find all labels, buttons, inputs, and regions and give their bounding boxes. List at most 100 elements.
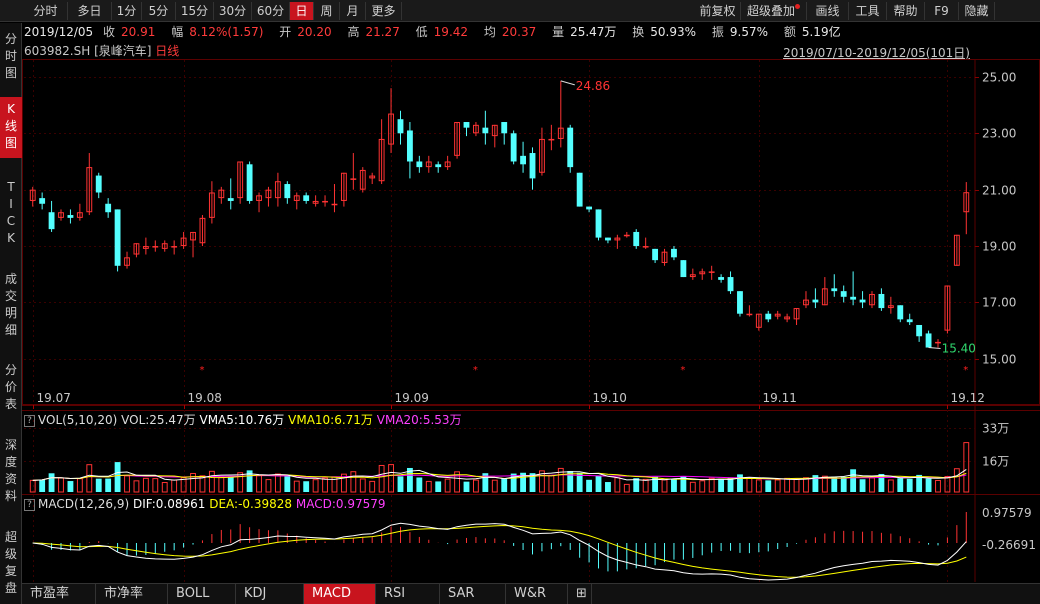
candle-body (642, 246, 649, 248)
tool-btn-3[interactable]: 工具 (849, 2, 887, 20)
tool-btn-1[interactable]: 超级叠加 (741, 2, 807, 20)
view-tab-3[interactable]: 成交明细 (4, 272, 17, 337)
vol-tick-label: 16万 (982, 455, 1009, 469)
tool-btn-0[interactable]: 前复权 (695, 2, 741, 20)
x-tick-label: 19.07 (37, 391, 71, 405)
candle-body (680, 260, 687, 278)
volume-bar (152, 478, 159, 493)
candle-body (633, 231, 640, 247)
period-btn-8[interactable]: 周 (314, 2, 340, 20)
volume-bar (567, 471, 574, 492)
vol-tick-label: 33万 (982, 422, 1009, 436)
indicator-tab-7[interactable]: W&R (506, 584, 568, 604)
stock-name: [泉峰汽车] (94, 44, 152, 58)
volume-bar (340, 473, 347, 493)
candle-body (425, 161, 432, 168)
candle-body (237, 161, 244, 199)
candle-body (944, 285, 951, 331)
volume-bar (963, 442, 970, 493)
low-label: 低 (415, 25, 428, 39)
view-tab-5[interactable]: 深度资料 (4, 438, 17, 503)
y-tick-label: 15.00 (982, 353, 1016, 367)
tool-btn-label: 隐藏 (964, 4, 989, 18)
macd-tick-label: 0.97579 (982, 506, 1032, 520)
volume-bar (633, 478, 640, 492)
period-btn-9[interactable]: 月 (340, 2, 366, 20)
help-icon[interactable]: ? (24, 414, 35, 427)
indicator-tab-1[interactable]: 市净率 (96, 584, 168, 604)
period-btn-7[interactable]: 日 (290, 2, 314, 20)
volume-bar (227, 476, 234, 492)
period-btn-3[interactable]: 5分 (142, 2, 176, 20)
candle-body (699, 271, 706, 275)
period-btn-5[interactable]: 30分 (214, 2, 252, 20)
y-tick-label: 19.00 (982, 240, 1016, 254)
period-btn-6[interactable]: 60分 (252, 2, 290, 20)
candle-body (124, 257, 130, 266)
indicator-tab-0[interactable]: 市盈率 (22, 584, 96, 604)
volume-bar (661, 479, 668, 493)
indicator-tab-3[interactable]: KDJ (236, 584, 304, 604)
period-btn-4[interactable]: 15分 (176, 2, 214, 20)
help-icon[interactable]: ? (24, 498, 35, 511)
tool-btn-6[interactable]: 隐藏 (959, 2, 995, 20)
event-star-icon: * (473, 365, 478, 376)
volume-bar (218, 476, 225, 493)
volume-bar (331, 476, 338, 493)
candle-body (171, 246, 178, 248)
indicator-tab-8[interactable]: ⊞ (568, 584, 592, 604)
indicator-tab-4[interactable]: MACD (304, 584, 376, 604)
volume-bar (444, 478, 451, 493)
x-tick-label: 19.10 (593, 391, 627, 405)
volume-bar (576, 472, 583, 492)
dif-value: DIF:0.08961 (132, 497, 206, 511)
candle-body (218, 189, 225, 199)
avg-value: 20.37 (501, 25, 537, 39)
indicator-tab-6[interactable]: SAR (440, 584, 506, 604)
macd-panel-title: ? MACD(12,26,9) DIF:0.08961 DEA:-0.39828 … (24, 496, 386, 512)
avg-label: 均 (483, 25, 496, 39)
tool-btn-2[interactable]: 画线 (807, 2, 849, 20)
candle-body (906, 319, 913, 323)
view-tab-6[interactable]: 超级复盘 (4, 530, 17, 595)
volume-bar (388, 464, 394, 493)
candle-body (652, 248, 659, 261)
date-range-link[interactable]: 2019/07/10-2019/12/05(101日) (783, 46, 970, 60)
period-btn-0[interactable]: 分时 (24, 2, 68, 20)
vol-value: VOL:25.47万 (121, 413, 196, 427)
open-label: 开 (279, 25, 292, 39)
period-btn-1[interactable]: 多日 (68, 2, 112, 20)
volume-bar (652, 476, 659, 492)
indicator-tab-2[interactable]: BOLL (168, 584, 236, 604)
amplitude-value: 9.57% (729, 25, 769, 39)
volume-bar (58, 477, 64, 493)
vma5-line (32, 468, 967, 481)
tool-btn-5[interactable]: F9 (925, 2, 959, 20)
close-value: 20.91 (121, 25, 156, 39)
volume-bar (359, 478, 366, 493)
candle-body (850, 296, 857, 300)
period-btn-2[interactable]: 1分 (112, 2, 142, 20)
volume-bar (953, 468, 960, 493)
high-value: 21.27 (365, 25, 400, 39)
event-star-icon: * (680, 365, 685, 376)
candle-body (142, 246, 149, 249)
candle-body (821, 288, 828, 306)
view-tab-4[interactable]: 分价表 (4, 363, 17, 411)
candle-body (161, 243, 168, 249)
volume-bar (803, 477, 809, 493)
candle-body (67, 215, 74, 218)
vma5-value: VMA5:10.76万 (199, 413, 285, 427)
volume-bar (95, 478, 102, 492)
volume-bar (39, 479, 46, 492)
tool-btn-4[interactable]: 帮助 (887, 2, 925, 20)
indicator-tab-5[interactable]: RSI (376, 584, 440, 604)
volume-bar (727, 477, 734, 492)
view-tab-0[interactable]: 分时图 (4, 32, 17, 80)
high-annotation: 24.86 (576, 79, 610, 93)
period-btn-10[interactable]: 更多 (366, 2, 402, 20)
